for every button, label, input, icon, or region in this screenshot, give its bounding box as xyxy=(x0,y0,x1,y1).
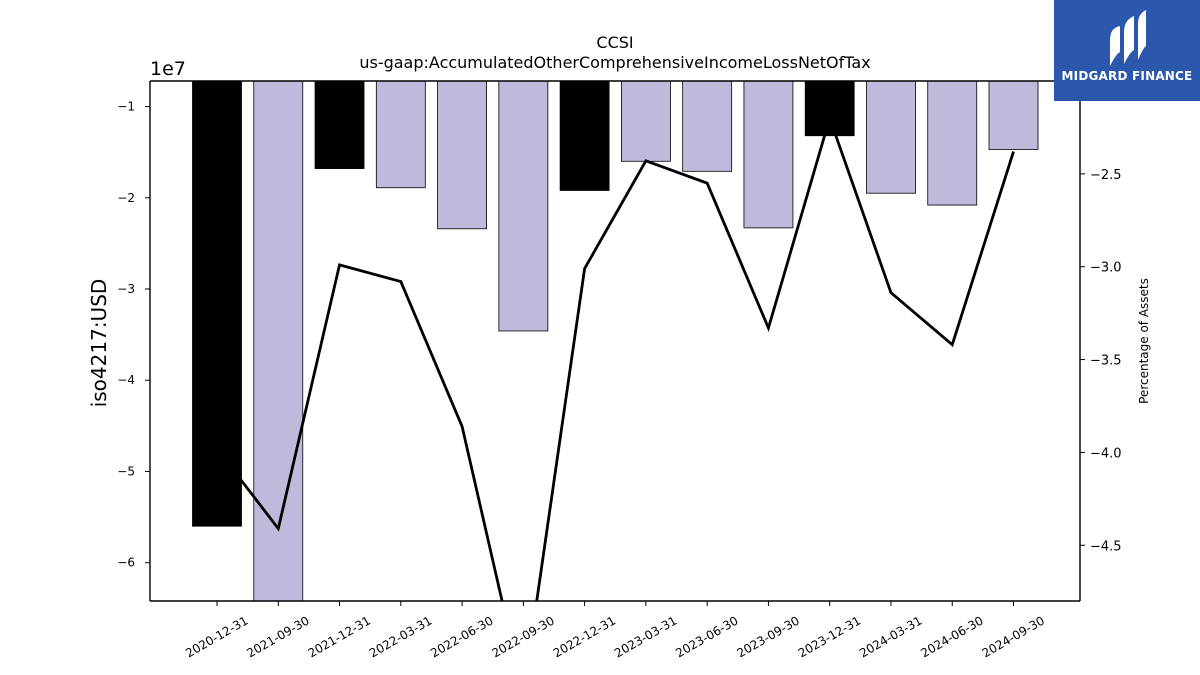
x-tick-label: 2023-03-31 xyxy=(612,613,679,660)
x-tick-label: 2022-03-31 xyxy=(367,613,434,660)
x-tick-label: 2023-12-31 xyxy=(796,613,863,660)
logo-text: MIDGARD FINANCE xyxy=(1061,69,1193,83)
x-tick-label: 2022-12-31 xyxy=(551,613,618,660)
x-tick-label: 2023-06-30 xyxy=(673,613,740,660)
bar-2023-12-31 xyxy=(804,80,855,137)
y-axis-label: iso4217:USD xyxy=(87,279,111,408)
bar-2022-12-31 xyxy=(559,80,610,191)
x-tick-label: 2023-09-30 xyxy=(735,613,802,660)
y-tick-label: −3 xyxy=(117,282,135,296)
y2-axis-label: Percentage of Assets xyxy=(1137,278,1151,404)
y-tick-label: −4 xyxy=(117,373,135,387)
x-tick-label: 2024-09-30 xyxy=(980,613,1047,660)
y-tick-label: −5 xyxy=(117,464,135,478)
y-offset-label: 1e7 xyxy=(150,58,186,80)
x-tick-label: 2020-12-31 xyxy=(183,613,250,660)
bar-2023-09-30 xyxy=(743,80,794,229)
x-tick-label: 2022-06-30 xyxy=(428,613,495,660)
bar-2020-12-31 xyxy=(192,80,242,527)
y2-tick-label: −3.5 xyxy=(1090,354,1122,369)
y-tick-label: −6 xyxy=(117,556,135,570)
bar-2022-03-31 xyxy=(375,80,426,189)
y2-tick-label: −3.0 xyxy=(1090,261,1122,276)
bar-2023-03-31 xyxy=(620,80,671,162)
bar-2021-12-31 xyxy=(314,80,365,169)
x-tick-label: 2021-12-31 xyxy=(306,613,373,660)
x-tick-label: 2022-09-30 xyxy=(489,613,556,660)
midgard-logo-icon xyxy=(1110,10,1146,66)
bar-2024-06-30 xyxy=(927,80,978,206)
y2-tick-label: −4.0 xyxy=(1090,446,1122,461)
series-line xyxy=(215,113,1015,601)
y-tick-label: −1 xyxy=(117,100,135,114)
chart-subtitle: us-gaap:AccumulatedOtherComprehensiveInc… xyxy=(359,53,870,72)
bar-2022-09-30 xyxy=(498,80,549,332)
bar-2021-09-30 xyxy=(253,80,304,602)
bar-2024-09-30 xyxy=(988,80,1039,150)
x-tick-label: 2024-06-30 xyxy=(918,613,985,660)
midgard-finance-logo: MIDGARD FINANCE xyxy=(1054,0,1200,101)
y2-tick-label: −2.5 xyxy=(1090,168,1122,183)
bar-2023-06-30 xyxy=(682,80,733,172)
bar-2024-03-31 xyxy=(866,80,916,194)
y-tick-label: −2 xyxy=(117,191,135,205)
x-tick-label: 2024-03-31 xyxy=(857,613,924,660)
y2-tick-label: −4.5 xyxy=(1090,539,1122,554)
x-tick-label: 2021-09-30 xyxy=(244,613,311,660)
bar-2022-06-30 xyxy=(437,80,487,230)
chart-title: CCSI xyxy=(596,33,633,52)
